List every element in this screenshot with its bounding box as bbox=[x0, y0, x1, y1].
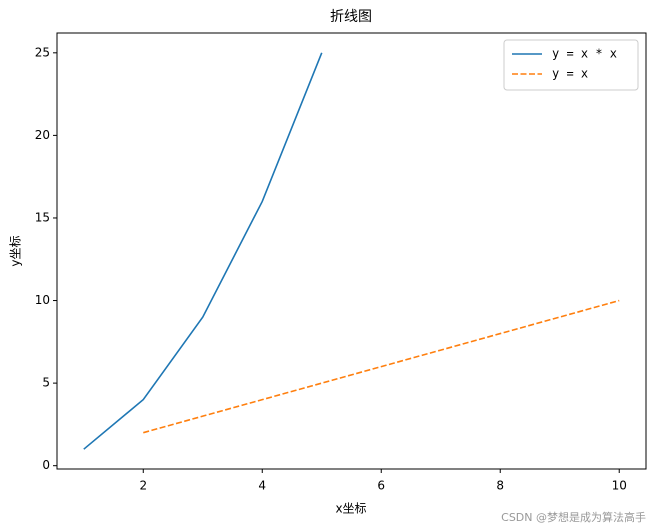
y-axis-label: y坐标 bbox=[9, 235, 23, 266]
axes-frame bbox=[56, 32, 647, 470]
x-axis-label: x坐标 bbox=[335, 502, 366, 516]
legend-label: y = x bbox=[552, 67, 588, 81]
series-line bbox=[83, 52, 323, 450]
y-tick-label: 15 bbox=[35, 210, 50, 224]
y-tick-label: 25 bbox=[35, 45, 50, 59]
y-tick-label: 10 bbox=[35, 293, 50, 307]
y-tick-label: 0 bbox=[42, 458, 50, 472]
x-tick-label: 8 bbox=[496, 479, 504, 493]
y-tick-label: 5 bbox=[42, 376, 50, 390]
x-tick-label: 4 bbox=[258, 479, 266, 493]
x-tick-label: 6 bbox=[377, 479, 385, 493]
legend-box bbox=[503, 39, 639, 91]
chart-title: 折线图 bbox=[330, 9, 372, 25]
x-tick-label: 2 bbox=[139, 479, 147, 493]
y-tick-label: 20 bbox=[35, 128, 50, 142]
legend-label: y = x * x bbox=[552, 47, 617, 61]
series-line bbox=[143, 299, 620, 434]
watermark: CSDN @梦想是成为算法高手 bbox=[501, 510, 646, 524]
x-tick-label: 10 bbox=[612, 479, 627, 493]
